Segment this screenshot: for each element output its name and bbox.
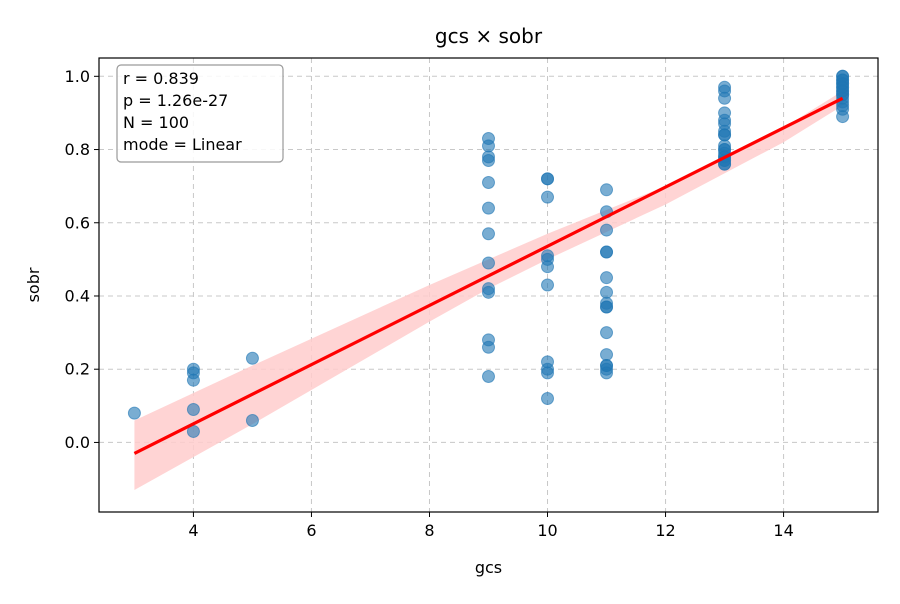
data-point [186, 402, 200, 416]
data-point [482, 370, 495, 384]
data-point [186, 373, 200, 387]
x-axis-label: gcs [475, 558, 502, 577]
stats-box-frame [116, 64, 284, 163]
points-layer [127, 69, 850, 438]
y-tick-label: 1.0 [65, 67, 90, 86]
data-point [718, 91, 732, 105]
x-tick-label: 14 [773, 521, 793, 540]
confidence-band [134, 90, 843, 491]
data-point [482, 285, 495, 299]
stats-line-r: r = 0.839 [123, 69, 199, 88]
data-point [541, 278, 555, 292]
data-point [482, 154, 495, 168]
data-point [127, 406, 141, 420]
y-tick-label: 0.4 [65, 286, 90, 305]
data-point [600, 326, 614, 340]
y-tick-label: 0.6 [65, 213, 90, 232]
data-point [600, 183, 614, 197]
chart-title: gcs × sobr [435, 24, 543, 48]
data-point [482, 201, 495, 215]
y-tick-label: 0.8 [65, 140, 90, 159]
data-point [600, 245, 614, 259]
data-point [600, 285, 614, 299]
x-tick-label: 6 [306, 521, 316, 540]
data-point [541, 190, 555, 204]
data-point [245, 413, 259, 427]
stats-box: r = 0.839 p = 1.26e-27 N = 100 mode = Li… [116, 64, 284, 163]
data-point [836, 110, 850, 124]
fit-line [133, 96, 844, 455]
data-point [541, 172, 555, 186]
data-point [482, 175, 495, 189]
x-axis-ticks: 4 6 8 10 12 14 [188, 512, 794, 540]
confidence-band-layer [134, 90, 843, 491]
data-point [600, 366, 614, 380]
stats-line-p: p = 1.26e-27 [123, 91, 228, 110]
fit-line-layer [133, 96, 844, 455]
x-tick-label: 10 [537, 521, 557, 540]
data-point [600, 300, 614, 314]
data-point [541, 366, 555, 380]
data-point [718, 128, 732, 142]
data-point [541, 260, 555, 274]
y-axis-ticks: 0.0 0.2 0.4 0.6 0.8 1.0 [65, 67, 99, 452]
data-point [482, 256, 495, 270]
stats-line-n: N = 100 [123, 113, 189, 132]
x-tick-label: 4 [188, 521, 198, 540]
data-point [541, 392, 555, 405]
y-axis-label: sobr [24, 267, 43, 302]
data-point [482, 139, 495, 153]
data-point [600, 348, 614, 362]
y-tick-label: 0.2 [65, 360, 90, 379]
data-point [600, 271, 614, 285]
y-tick-label: 0.0 [65, 433, 90, 452]
data-point [600, 223, 614, 237]
x-tick-label: 12 [655, 521, 675, 540]
x-tick-label: 8 [424, 521, 434, 540]
data-point [482, 340, 495, 354]
data-point [245, 351, 259, 365]
plot-frame [98, 57, 879, 513]
stats-line-mode: mode = Linear [123, 135, 242, 154]
data-point [482, 227, 495, 241]
